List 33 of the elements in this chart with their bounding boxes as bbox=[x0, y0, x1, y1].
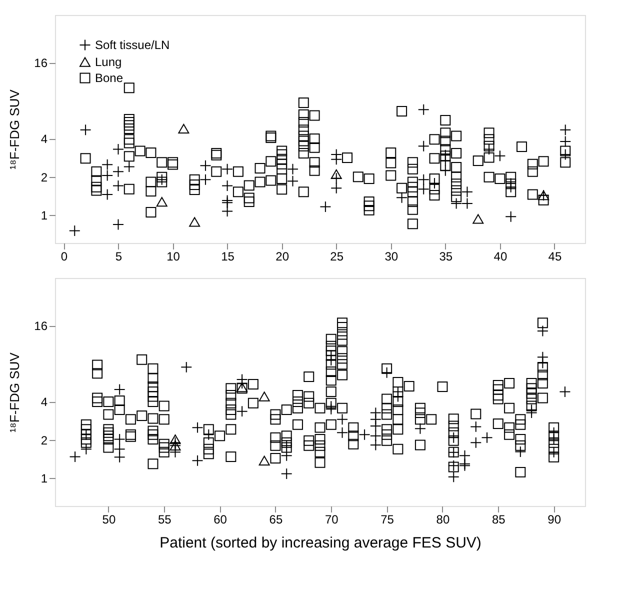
x-tick-label: 20 bbox=[276, 250, 290, 264]
x-tick-label: 15 bbox=[221, 250, 235, 264]
x-tick-label: 50 bbox=[102, 512, 116, 526]
x-tick-label: 60 bbox=[214, 512, 228, 526]
y-tick-label: 16 bbox=[34, 56, 48, 70]
legend-label: Soft tissue/LN bbox=[95, 38, 170, 52]
x-tick-label: 45 bbox=[548, 250, 562, 264]
x-tick-label: 75 bbox=[380, 512, 394, 526]
x-tick-label: 85 bbox=[492, 512, 506, 526]
y-axis-title: ¹⁸F-FDG SUV bbox=[7, 352, 22, 432]
y-tick-label: 1 bbox=[40, 471, 48, 486]
y-tick-label: 2 bbox=[40, 170, 48, 184]
x-tick-label: 0 bbox=[60, 250, 68, 264]
y-tick-label: 16 bbox=[34, 319, 48, 334]
y-tick-label: 2 bbox=[40, 433, 48, 448]
x-tick-label: 55 bbox=[158, 512, 172, 526]
x-axis-title: Patient (sorted by increasing average FES SUV) bbox=[160, 534, 482, 552]
x-tick-label: 10 bbox=[166, 250, 180, 264]
x-tick-label: 25 bbox=[330, 250, 344, 264]
x-tick-label: 70 bbox=[324, 512, 339, 526]
x-tick-label: 35 bbox=[439, 250, 453, 264]
x-tick-label: 90 bbox=[548, 512, 562, 526]
y-tick-label: 1 bbox=[40, 208, 48, 222]
y-tick-label: 4 bbox=[40, 132, 48, 146]
x-tick-label: 40 bbox=[494, 250, 508, 264]
y-axis-title: ¹⁸F-FDG SUV bbox=[7, 89, 22, 170]
x-tick-label: 80 bbox=[436, 512, 450, 526]
x-tick-label: 5 bbox=[115, 250, 122, 264]
x-tick-label: 30 bbox=[384, 250, 398, 264]
legend-label: Lung bbox=[95, 55, 122, 69]
legend-label: Bone bbox=[95, 71, 124, 85]
x-tick-label: 65 bbox=[269, 512, 283, 526]
y-tick-label: 4 bbox=[40, 395, 48, 410]
